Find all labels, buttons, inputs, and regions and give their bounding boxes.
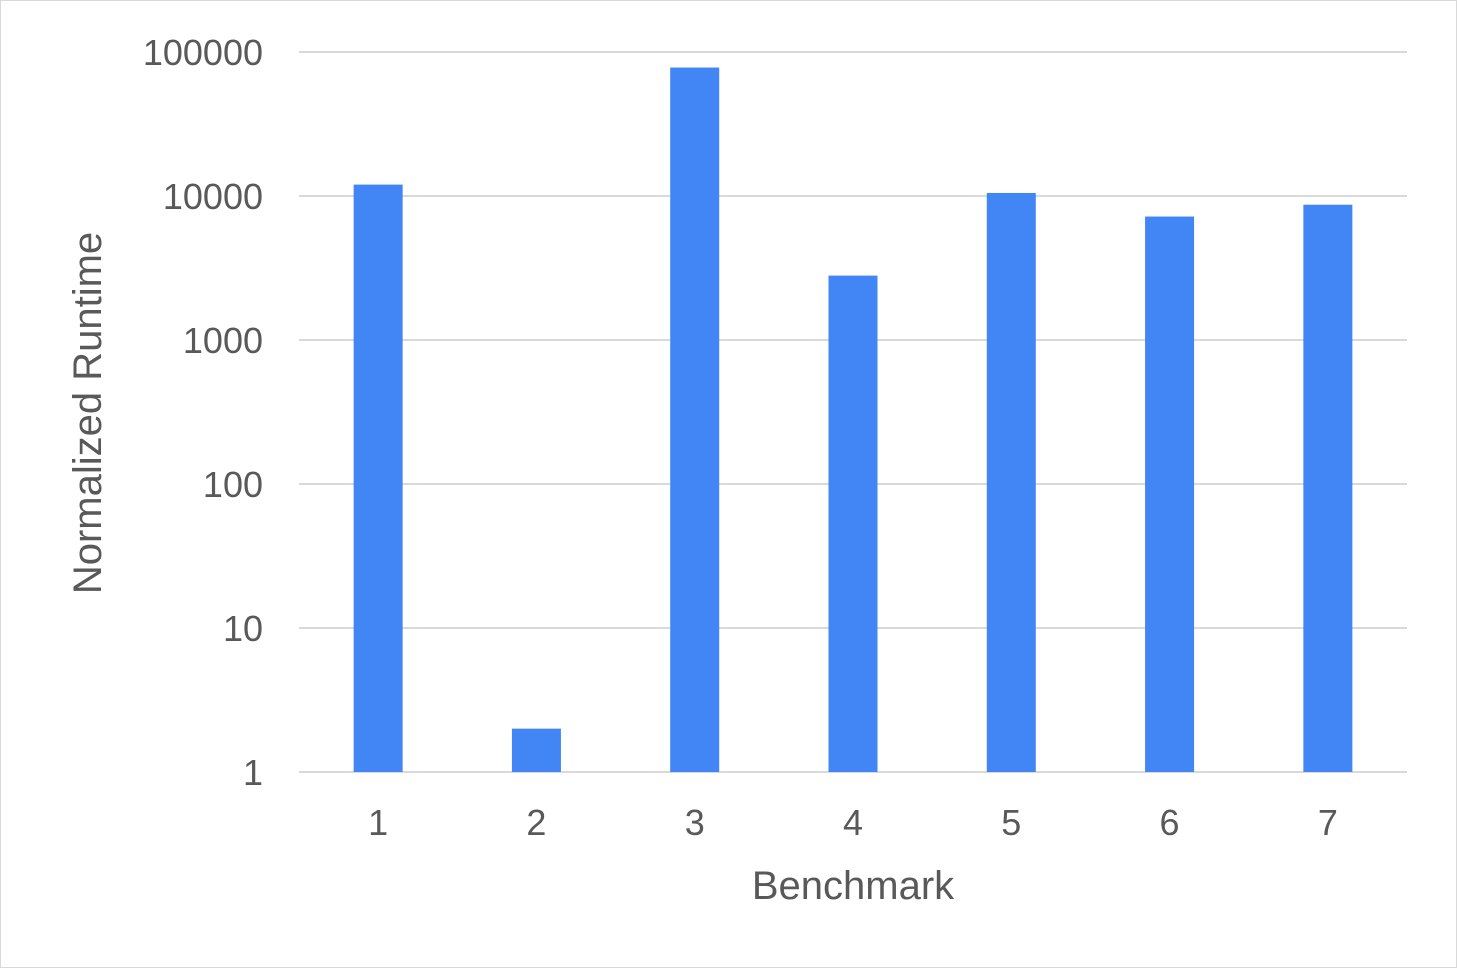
x-tick-label: 2 — [526, 802, 546, 843]
y-tick-label: 10 — [223, 608, 263, 649]
x-tick-labels: 1 2 3 4 5 6 7 — [368, 802, 1338, 843]
x-tick-label: 6 — [1160, 802, 1180, 843]
x-tick-label: 3 — [685, 802, 705, 843]
bar-7 — [1303, 204, 1353, 772]
x-tick-label: 7 — [1318, 802, 1338, 843]
bar-4 — [828, 275, 878, 772]
y-tick-label: 1 — [243, 752, 263, 793]
bar-5 — [986, 192, 1036, 773]
y-tick-label: 100 — [203, 464, 263, 505]
x-tick-label: 1 — [368, 802, 388, 843]
y-tick-label: 10000 — [163, 176, 263, 217]
bar-6 — [1145, 216, 1195, 772]
bar-1 — [353, 184, 403, 772]
y-tick-label: 100000 — [143, 32, 263, 73]
x-tick-label: 4 — [843, 802, 863, 843]
x-tick-label: 5 — [1001, 802, 1021, 843]
bar-3 — [670, 67, 720, 772]
bars — [353, 67, 1353, 773]
y-axis-title: Normalized Runtime — [66, 232, 110, 594]
bar-2 — [511, 728, 561, 772]
x-axis-title: Benchmark — [752, 864, 955, 908]
y-tick-label: 1000 — [183, 320, 263, 361]
y-tick-labels: 1 10 100 1000 10000 100000 — [143, 32, 263, 793]
